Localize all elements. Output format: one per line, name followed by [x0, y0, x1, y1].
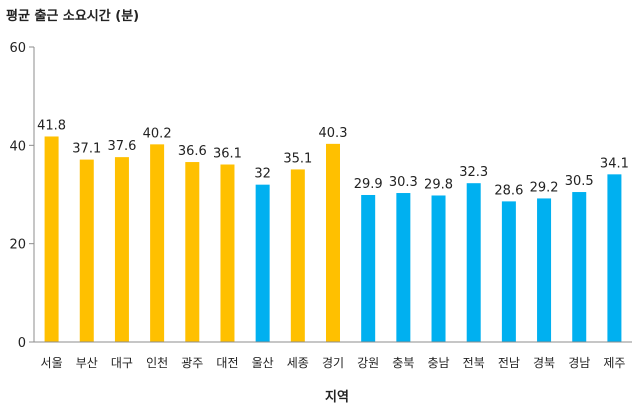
x-tick-label: 충남 — [427, 356, 449, 370]
bar — [290, 169, 305, 342]
data-label: 32.3 — [459, 165, 488, 180]
bar — [466, 183, 481, 342]
data-label: 29.9 — [354, 177, 383, 192]
category-labels: 서울 부산 대구 인천 광주 대전 울산 세종 경기 강원 충북 충남 전북 전남 경북 경남 제주 — [41, 355, 626, 370]
x-tick-label: 인천 — [146, 355, 168, 370]
bars — [44, 136, 622, 342]
bar — [326, 143, 340, 342]
x-tick-label: 서울 — [41, 356, 63, 370]
x-tick-label: 전남 — [498, 356, 520, 370]
bar — [537, 198, 552, 342]
x-tick-label: 강원 — [357, 356, 379, 370]
data-label: 37.1 — [72, 142, 101, 157]
x-tick-label: 울산 — [252, 356, 274, 370]
x-tick-label: 제주 — [603, 356, 625, 370]
x-tick-label: 부산 — [76, 356, 98, 370]
y-tick-label: 0 — [18, 336, 26, 351]
bar — [185, 162, 200, 342]
bar — [361, 194, 376, 342]
x-tick-label: 광주 — [181, 356, 203, 370]
y-axis-ticks: 0 20 40 60 — [9, 41, 34, 351]
bar — [607, 174, 622, 342]
x-tick-label: 대구 — [111, 356, 133, 370]
data-label: 29.2 — [530, 180, 559, 195]
bar — [572, 192, 587, 342]
y-tick-label: 60 — [9, 41, 26, 56]
x-tick-label: 세종 — [287, 356, 309, 370]
bar — [79, 159, 94, 342]
data-labels: 41.8 37.1 37.6 40.2 36.6 36.1 32 35.1 40.3 29.9 30… — [37, 118, 629, 198]
bar — [150, 144, 165, 342]
data-label: 40.2 — [143, 126, 172, 141]
data-label: 30.5 — [565, 174, 594, 189]
x-tick-label: 대전 — [216, 356, 238, 370]
data-label: 34.1 — [600, 156, 629, 171]
data-label: 37.6 — [107, 139, 136, 154]
data-label: 35.1 — [283, 151, 312, 166]
bar — [220, 164, 235, 342]
data-label: 41.8 — [37, 118, 66, 133]
bar — [501, 201, 516, 342]
x-tick-label: 경북 — [533, 356, 555, 370]
data-label: 40.3 — [319, 126, 348, 141]
chart-title: 평균 출근 소요시간 (분) — [6, 8, 139, 24]
bar — [431, 195, 446, 342]
data-label: 28.6 — [494, 183, 523, 198]
bar — [396, 193, 411, 342]
x-tick-label: 경남 — [568, 356, 590, 370]
y-tick-label: 40 — [9, 139, 26, 154]
data-label: 36.6 — [178, 144, 207, 159]
data-label: 30.3 — [389, 175, 418, 190]
data-label: 29.8 — [424, 177, 453, 192]
x-tick-label: 충북 — [392, 356, 414, 370]
data-label: 32 — [254, 167, 271, 182]
data-label: 36.1 — [213, 147, 242, 162]
x-tick-label: 경기 — [322, 356, 344, 370]
x-tick-label: 전북 — [463, 356, 485, 370]
bar — [114, 157, 129, 342]
y-tick-label: 20 — [9, 238, 26, 253]
bar — [255, 184, 270, 342]
bar — [44, 136, 59, 342]
x-axis-title: 지역 — [325, 389, 349, 405]
